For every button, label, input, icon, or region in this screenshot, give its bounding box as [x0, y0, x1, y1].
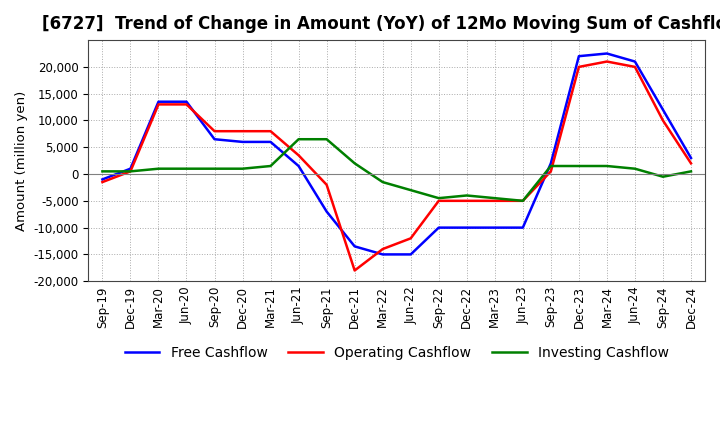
Operating Cashflow [351, 268, 359, 273]
Operating Cashflow [462, 198, 471, 203]
Investing Cashflow [518, 198, 527, 203]
Operating Cashflow [238, 128, 247, 134]
Free Cashflow [210, 136, 219, 142]
Operating Cashflow [575, 64, 583, 70]
Free Cashflow [379, 252, 387, 257]
Operating Cashflow [518, 198, 527, 203]
Free Cashflow [575, 54, 583, 59]
Operating Cashflow [182, 102, 191, 107]
Operating Cashflow [266, 128, 275, 134]
Operating Cashflow [294, 153, 303, 158]
Free Cashflow [659, 107, 667, 112]
Free Cashflow [266, 139, 275, 145]
Operating Cashflow [659, 118, 667, 123]
Free Cashflow [603, 51, 611, 56]
Operating Cashflow [603, 59, 611, 64]
Free Cashflow [462, 225, 471, 230]
Line: Free Cashflow: Free Cashflow [102, 54, 691, 254]
Investing Cashflow [238, 166, 247, 171]
Free Cashflow [238, 139, 247, 145]
Free Cashflow [126, 166, 135, 171]
Y-axis label: Amount (million yen): Amount (million yen) [15, 91, 28, 231]
Operating Cashflow [154, 102, 163, 107]
Title: [6727]  Trend of Change in Amount (YoY) of 12Mo Moving Sum of Cashflows: [6727] Trend of Change in Amount (YoY) o… [42, 15, 720, 33]
Operating Cashflow [687, 161, 696, 166]
Operating Cashflow [406, 236, 415, 241]
Operating Cashflow [210, 128, 219, 134]
Investing Cashflow [266, 163, 275, 169]
Investing Cashflow [575, 163, 583, 169]
Investing Cashflow [210, 166, 219, 171]
Legend: Free Cashflow, Operating Cashflow, Investing Cashflow: Free Cashflow, Operating Cashflow, Inves… [119, 341, 674, 366]
Free Cashflow [546, 161, 555, 166]
Free Cashflow [351, 244, 359, 249]
Free Cashflow [294, 163, 303, 169]
Free Cashflow [323, 209, 331, 214]
Operating Cashflow [126, 169, 135, 174]
Investing Cashflow [687, 169, 696, 174]
Investing Cashflow [490, 195, 499, 201]
Investing Cashflow [351, 161, 359, 166]
Operating Cashflow [98, 180, 107, 185]
Investing Cashflow [631, 166, 639, 171]
Free Cashflow [518, 225, 527, 230]
Free Cashflow [182, 99, 191, 104]
Operating Cashflow [490, 198, 499, 203]
Investing Cashflow [294, 136, 303, 142]
Investing Cashflow [154, 166, 163, 171]
Investing Cashflow [126, 169, 135, 174]
Free Cashflow [406, 252, 415, 257]
Investing Cashflow [434, 195, 443, 201]
Line: Investing Cashflow: Investing Cashflow [102, 139, 691, 201]
Free Cashflow [154, 99, 163, 104]
Investing Cashflow [182, 166, 191, 171]
Investing Cashflow [659, 174, 667, 180]
Operating Cashflow [323, 182, 331, 187]
Investing Cashflow [603, 163, 611, 169]
Operating Cashflow [379, 246, 387, 252]
Investing Cashflow [98, 169, 107, 174]
Line: Operating Cashflow: Operating Cashflow [102, 62, 691, 271]
Investing Cashflow [406, 187, 415, 193]
Investing Cashflow [323, 136, 331, 142]
Operating Cashflow [434, 198, 443, 203]
Operating Cashflow [546, 169, 555, 174]
Free Cashflow [490, 225, 499, 230]
Investing Cashflow [379, 180, 387, 185]
Investing Cashflow [462, 193, 471, 198]
Investing Cashflow [546, 163, 555, 169]
Free Cashflow [434, 225, 443, 230]
Free Cashflow [98, 177, 107, 182]
Free Cashflow [631, 59, 639, 64]
Operating Cashflow [631, 64, 639, 70]
Free Cashflow [687, 155, 696, 161]
